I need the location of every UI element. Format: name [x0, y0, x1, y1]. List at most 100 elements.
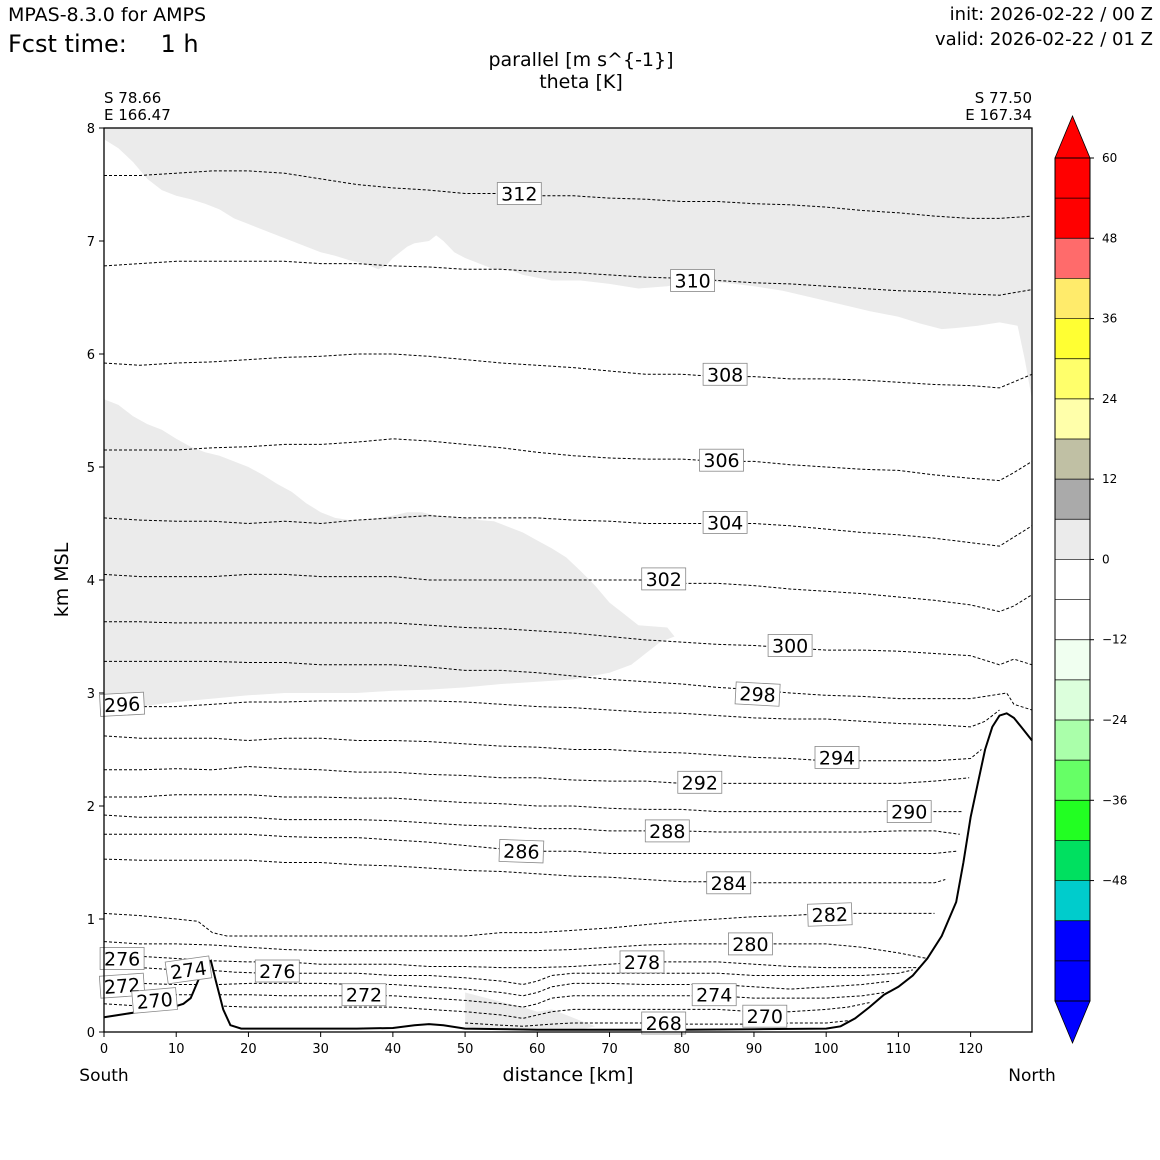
contour-label-box [767, 634, 813, 657]
contour-labels: 312 310 308 306 304 302 300 298 296 294 292 290 288 2… [98, 182, 932, 1035]
theta-contour-276 [104, 966, 913, 986]
axes: 0 10 20 30 40 50 60 70 80 90 100 110 120 0 1 2 3 4 5 6 7 8 [87, 122, 1033, 1057]
colorbar-tick-label: 24 [1102, 392, 1117, 406]
x-tick-label: 10 [168, 1042, 185, 1057]
chart-title: parallel [m s^{-1}] [488, 49, 674, 71]
colorbar-over-triangle [1054, 114, 1091, 159]
x-tick-label: 120 [958, 1042, 983, 1057]
contour-label-text: 286 [503, 841, 540, 864]
colorbar-bin [1055, 358, 1090, 400]
contour-label-box [341, 983, 387, 1007]
colorbar-bin [1055, 398, 1090, 440]
contour-label-text: 270 [136, 989, 174, 1014]
contour-label-box [498, 839, 545, 864]
contour-label-box [702, 362, 748, 386]
contour-label-text: 274 [169, 957, 208, 984]
contour-label-284: 284 [706, 871, 752, 895]
y-tick-label: 7 [87, 235, 95, 250]
contour-label-276: 276 [99, 947, 145, 971]
colorbar-bin [1055, 720, 1090, 761]
colorbar-tick-label: −48 [1102, 874, 1127, 888]
colorbar-tick-label: 60 [1102, 151, 1117, 165]
colorbar-bin [1055, 519, 1090, 560]
contour-label-text: 288 [649, 821, 685, 843]
colorbar-frame [1054, 157, 1091, 1002]
contour-label-270: 270 [742, 1004, 788, 1028]
colorbar-tick-label: −36 [1102, 793, 1127, 807]
right-end-lon: E 167.34 [965, 106, 1032, 124]
contour-label-288: 288 [644, 819, 690, 843]
contour-label-box [742, 1004, 788, 1028]
shaded-regions [104, 128, 1032, 1030]
y-tick-label: 2 [87, 800, 95, 815]
contour-label-text: 276 [104, 949, 140, 971]
contour-label-box [254, 959, 300, 983]
contour-label-box [699, 448, 744, 472]
contour-label-270: 270 [131, 987, 178, 1014]
colorbar-bin [1055, 439, 1090, 480]
forecast-time-value: 1 h [160, 30, 199, 58]
y-tick-label: 8 [87, 122, 95, 137]
colorbar-bin [1055, 559, 1090, 600]
contour-label-310: 310 [670, 269, 715, 293]
theta-contour-290 [104, 794, 964, 813]
contour-label-312: 312 [496, 182, 542, 206]
y-tick-label: 0 [87, 1026, 95, 1041]
colorbar-bin [1055, 318, 1090, 360]
theta-contour-302 [104, 573, 1032, 613]
contour-label-box [728, 932, 773, 956]
colorbar: 60 48 36 24 12 0 −12 −24 −36 −48 [1054, 114, 1127, 1045]
theta-contour-278 [104, 952, 921, 969]
contour-label-box [734, 681, 781, 707]
contour-label-text: 304 [707, 512, 743, 534]
theta-contour-282 [104, 912, 935, 937]
contour-label-text: 302 [646, 569, 682, 591]
south-label: South [79, 1066, 129, 1086]
left-end-lat: S 78.66 [104, 89, 162, 107]
theta-contour-286 [104, 833, 957, 854]
colorbar-bin [1055, 238, 1090, 279]
contour-label-box [886, 800, 932, 823]
theta-contours [104, 170, 1032, 1027]
colorbar-bin [1055, 479, 1090, 520]
contour-label-268: 268 [641, 1011, 687, 1035]
contour-label-text: 280 [732, 934, 768, 956]
contour-label-308: 308 [702, 362, 748, 386]
terrain-line [103, 712, 1033, 1031]
colorbar-bin [1055, 278, 1090, 319]
theta-contour-288 [104, 814, 960, 835]
x-tick-label: 70 [601, 1042, 618, 1057]
colorbar-bin [1055, 599, 1090, 641]
left-end-lon: E 166.47 [104, 106, 171, 124]
x-tick-label: 110 [886, 1042, 911, 1057]
valid-time: valid: 2026-02-22 / 01 Z [935, 29, 1153, 50]
contour-label-box [691, 983, 737, 1007]
colorbar-tick-label: −24 [1102, 713, 1127, 727]
theta-contour-304 [104, 515, 1032, 547]
contour-label-text: 312 [501, 184, 537, 206]
contour-label-290: 290 [886, 800, 932, 824]
model-title: MPAS-8.3.0 for AMPS [8, 4, 207, 26]
theta-contour-306 [104, 438, 1032, 482]
contour-label-text: 298 [739, 683, 776, 707]
contour-label-274: 274 [691, 983, 737, 1007]
x-tick-label: 60 [529, 1042, 546, 1057]
x-tick-label: 20 [240, 1042, 257, 1057]
contour-label-box [619, 950, 665, 974]
contour-label-text: 284 [711, 873, 747, 895]
colorbar-bin [1055, 760, 1090, 801]
x-tick-label: 0 [100, 1042, 108, 1057]
theta-contour-274 [104, 980, 892, 997]
colorbar-tick-label: 36 [1102, 312, 1117, 326]
contour-label-294: 294 [814, 746, 860, 769]
contour-label-292: 292 [677, 770, 723, 794]
contour-label-280: 280 [728, 932, 773, 956]
contour-label-298: 298 [734, 681, 781, 707]
colorbar-tick-label: 48 [1102, 231, 1117, 245]
contour-label-box [670, 269, 715, 292]
contour-label-304: 304 [702, 511, 748, 534]
north-label: North [1008, 1066, 1056, 1086]
contour-label-text: 268 [646, 1013, 682, 1035]
contour-label-box [99, 691, 146, 717]
